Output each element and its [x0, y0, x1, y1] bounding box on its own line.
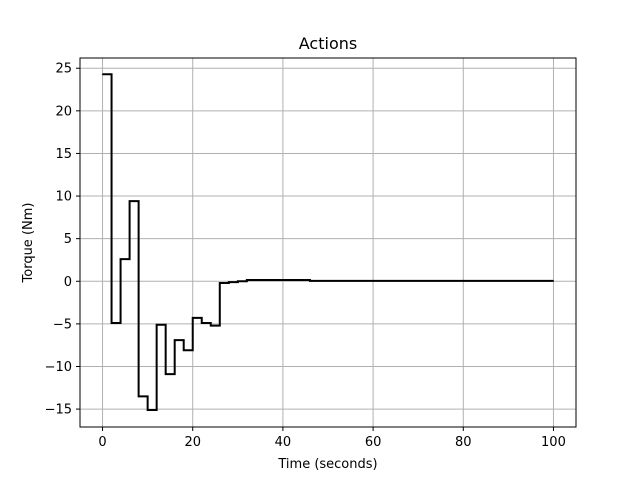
x-tick-label: 40 [275, 435, 292, 450]
data-point [183, 349, 185, 351]
data-point [129, 200, 131, 202]
grid [80, 58, 576, 427]
x-tick-label: 100 [541, 435, 566, 450]
data-point [192, 317, 194, 319]
chart-title: Actions [299, 34, 357, 53]
data-point [147, 409, 149, 411]
data-point [246, 279, 248, 281]
actions-step-line [102, 73, 554, 411]
data-point [552, 280, 555, 282]
x-tick-label: 20 [184, 435, 201, 450]
axes-frame [79, 57, 577, 428]
x-axis: 0 20 40 60 80 100 [98, 427, 566, 450]
data-point [201, 322, 203, 324]
data-point [282, 279, 284, 281]
x-tick-label: 80 [455, 435, 472, 450]
y-tick-label: 5 [64, 232, 72, 247]
x-axis-label: Time (seconds) [277, 457, 377, 472]
data-point [237, 280, 239, 282]
data-point [309, 280, 311, 282]
y-tick-label: −10 [45, 360, 72, 375]
data-point [110, 322, 113, 324]
data-point [156, 324, 158, 326]
data-point [273, 279, 275, 281]
y-tick-label: 10 [55, 190, 72, 205]
data-point [138, 395, 140, 397]
y-tick-label: 0 [64, 275, 72, 290]
data-point [264, 279, 266, 281]
x-tick-label: 0 [98, 435, 106, 450]
y-tick-label: −15 [45, 403, 72, 418]
data-point [228, 281, 230, 283]
data-point [174, 339, 176, 341]
y-tick-label: 15 [55, 147, 72, 162]
data-point [300, 279, 302, 281]
y-tick-label: −5 [53, 317, 72, 332]
data-point [119, 258, 122, 260]
data-point [210, 324, 212, 327]
plot-area [101, 73, 555, 411]
y-axis: −15 −10 −5 0 5 10 15 20 25 [45, 62, 80, 418]
data-point [165, 373, 167, 375]
data-point [255, 279, 257, 281]
y-axis-label: Torque (Nm) [21, 203, 36, 284]
y-tick-label: 25 [55, 62, 72, 77]
data-point [101, 73, 104, 75]
x-tick-label: 60 [365, 435, 382, 450]
data-point [219, 282, 221, 284]
data-point [291, 279, 293, 281]
y-tick-label: 20 [55, 104, 72, 119]
